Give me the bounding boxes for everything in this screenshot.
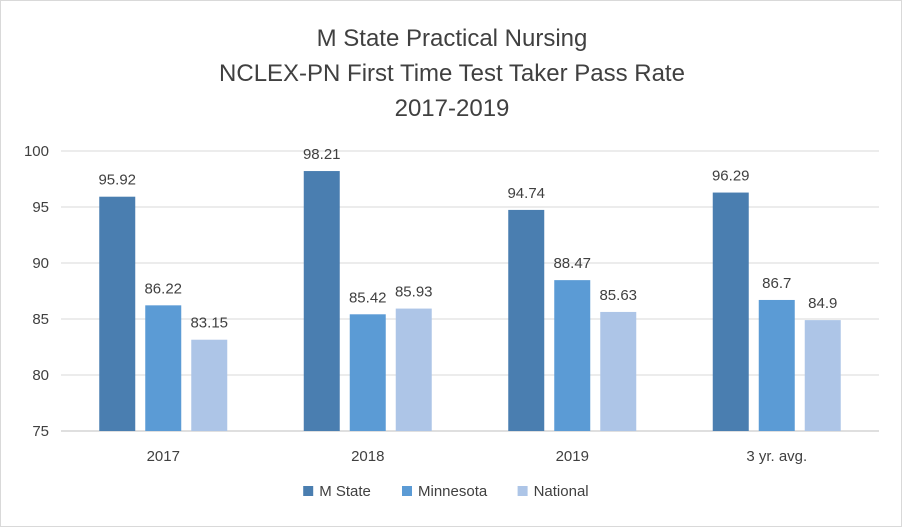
x-tick-label: 2017 — [147, 448, 180, 465]
chart-title-line-2: NCLEX-PN First Time Test Taker Pass Rate — [219, 60, 685, 87]
chart-title-line-3: 2017-2019 — [395, 95, 510, 122]
x-tick-label: 2019 — [556, 448, 589, 465]
x-tick-label: 3 yr. avg. — [746, 448, 807, 465]
data-label: 85.63 — [599, 287, 637, 304]
legend-label: Minnesota — [418, 483, 488, 500]
bar-m-state-3 — [713, 193, 749, 431]
y-tick-label: 90 — [32, 255, 49, 272]
bar-m-state-1 — [304, 171, 340, 431]
data-label: 84.9 — [808, 295, 837, 312]
data-label: 94.74 — [507, 185, 545, 202]
bar-m-state-0 — [99, 197, 135, 431]
legend-swatch-m-state — [303, 486, 313, 496]
bar-minnesota-1 — [350, 314, 386, 431]
data-label: 85.93 — [395, 284, 433, 301]
bar-minnesota-3 — [759, 300, 795, 431]
gridlines — [61, 151, 879, 431]
bar-national-3 — [805, 320, 841, 431]
chart-title-line-1: M State Practical Nursing — [317, 25, 588, 52]
data-label: 96.29 — [712, 168, 750, 185]
bar-chart: M State Practical Nursing NCLEX-PN First… — [1, 1, 902, 528]
legend-label: M State — [319, 483, 371, 500]
y-tick-label: 75 — [32, 423, 49, 440]
y-tick-label: 80 — [32, 367, 49, 384]
chart-title: M State Practical Nursing NCLEX-PN First… — [219, 25, 685, 122]
data-label: 86.7 — [762, 275, 791, 292]
bars — [99, 171, 841, 431]
legend-swatch-national — [518, 486, 528, 496]
data-label: 85.42 — [349, 289, 387, 306]
data-label: 86.22 — [144, 280, 182, 297]
data-label: 83.15 — [190, 315, 228, 332]
bar-minnesota-2 — [554, 280, 590, 431]
chart-area: M State Practical Nursing NCLEX-PN First… — [0, 0, 902, 527]
legend-swatch-minnesota — [402, 486, 412, 496]
legend-label: National — [534, 483, 589, 500]
bar-national-1 — [396, 309, 432, 431]
data-label: 98.21 — [303, 146, 341, 163]
y-tick-label: 95 — [32, 199, 49, 216]
data-label: 88.47 — [553, 255, 591, 272]
legend: M State Minnesota National — [303, 483, 588, 500]
y-axis-ticks: 75 80 85 90 95 100 — [24, 143, 49, 440]
data-label: 95.92 — [98, 172, 136, 189]
y-tick-label: 85 — [32, 311, 49, 328]
x-axis-ticks: 2017 2018 2019 3 yr. avg. — [147, 448, 808, 465]
bar-national-0 — [191, 340, 227, 431]
bar-minnesota-0 — [145, 305, 181, 431]
x-tick-label: 2018 — [351, 448, 384, 465]
y-tick-label: 100 — [24, 143, 49, 160]
bar-m-state-2 — [508, 210, 544, 431]
bar-national-2 — [600, 312, 636, 431]
